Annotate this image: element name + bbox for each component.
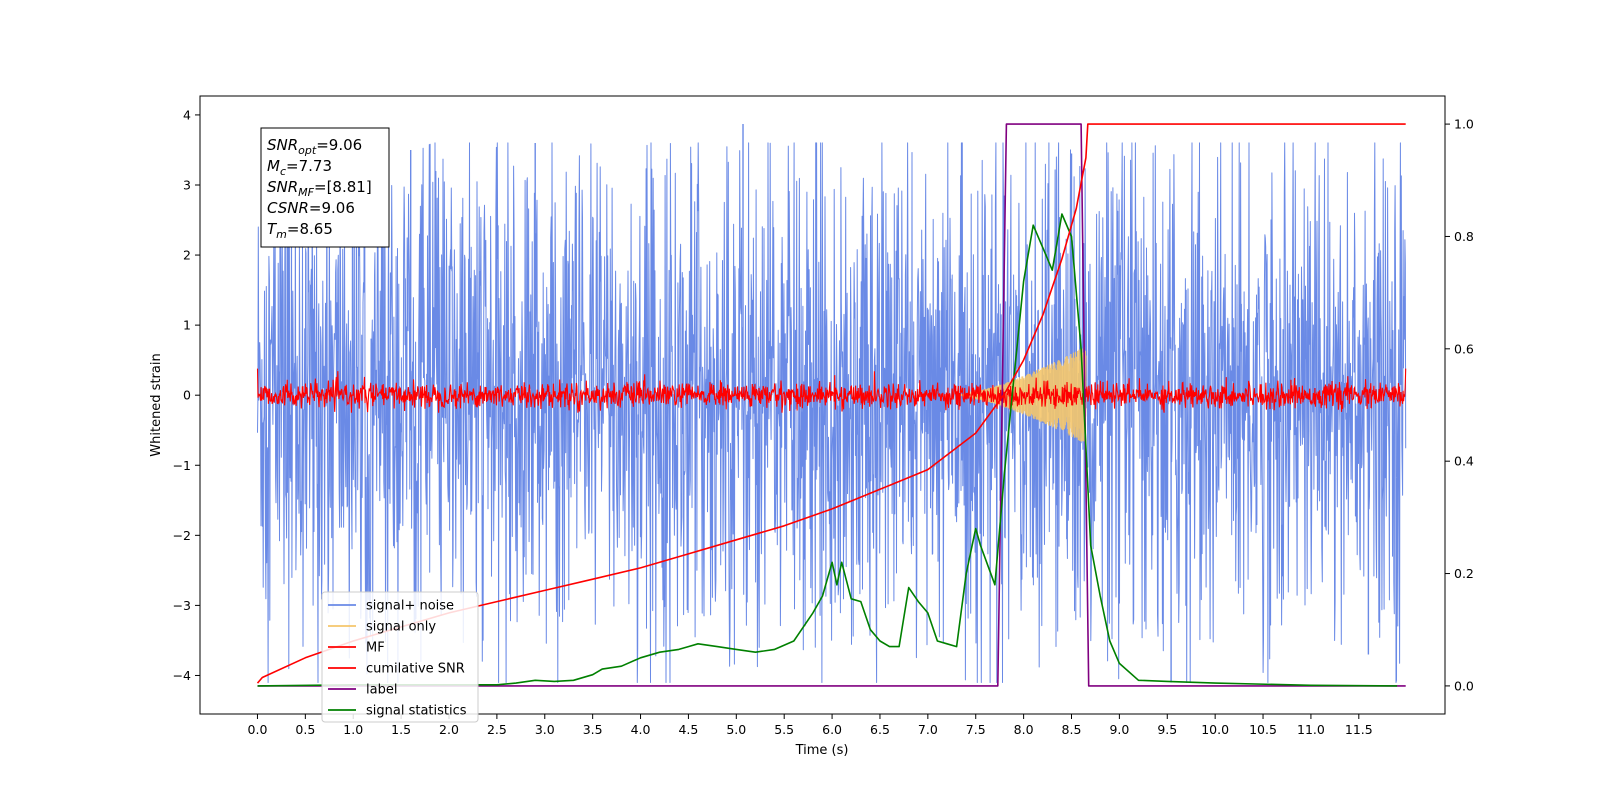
y-tick-label: −3 <box>173 598 191 613</box>
x-tick-label: 6.5 <box>870 722 890 737</box>
legend-label: signal statistics <box>366 704 467 719</box>
x-tick-label: 8.0 <box>1014 722 1034 737</box>
y-tick-label: 0 <box>183 388 191 403</box>
legend-box <box>321 591 479 723</box>
plot-frame <box>199 95 1446 715</box>
y-tick-label: −4 <box>173 668 191 683</box>
annotation-snr-mf: SNRMF=[8.81] <box>267 178 372 199</box>
x-tick-label: 5.0 <box>726 722 746 737</box>
x-tick-label: 8.5 <box>1062 722 1082 737</box>
x-tick-label: 10.5 <box>1249 722 1277 737</box>
y-tick-label: 1 <box>183 318 191 333</box>
x-tick-label: 1.5 <box>391 722 411 737</box>
y-right-tick-label: 0.0 <box>1454 678 1474 693</box>
series-label-line <box>257 123 1406 687</box>
annotation-tm: Tm=8.65 <box>267 220 333 241</box>
y-right-tick-label: 0.4 <box>1454 454 1474 469</box>
series-signal-statistics-line <box>257 213 1398 687</box>
x-tick-label: 4.5 <box>678 722 698 737</box>
legend-label: MF <box>366 641 385 656</box>
legend-label: signal+ noise <box>366 599 454 614</box>
y-right-tick-label: 0.8 <box>1454 229 1474 244</box>
y-axis-left-ticks: 4 3 2 1 0 −1 −2 −3 −4 <box>173 107 200 683</box>
annotation-snr-opt: SNRopt=9.06 <box>267 136 362 157</box>
x-tick-label: 3.5 <box>583 722 603 737</box>
x-axis-ticks: 0.0 0.5 1.0 1.5 2.0 2.5 3.0 3.5 4.0 4.5 5.0 5.5 6.0 6… <box>248 714 1373 737</box>
x-tick-label: 3.0 <box>535 722 555 737</box>
x-tick-label: 1.0 <box>343 722 363 737</box>
x-tick-label: 5.5 <box>774 722 794 737</box>
x-tick-label: 2.5 <box>487 722 507 737</box>
x-tick-label: 6.0 <box>822 722 842 737</box>
y-tick-label: −2 <box>173 528 191 543</box>
annotation-csnr: CSNR=9.06 <box>267 199 355 217</box>
series-mf-group <box>256 368 1407 413</box>
x-tick-label: 9.0 <box>1109 722 1129 737</box>
x-tick-label: 7.0 <box>918 722 938 737</box>
legend-label: label <box>366 683 397 698</box>
y-axis-label: Whitened strain <box>149 353 164 456</box>
x-tick-label: 0.5 <box>295 722 315 737</box>
x-axis-label: Time (s) <box>795 743 849 758</box>
y-right-tick-label: 0.6 <box>1454 341 1474 356</box>
x-tick-label: 9.5 <box>1157 722 1177 737</box>
legend-label: cumilative SNR <box>366 662 465 677</box>
y-right-tick-label: 0.2 <box>1454 566 1474 581</box>
x-tick-label: 11.0 <box>1297 722 1325 737</box>
y-tick-label: 4 <box>183 107 191 122</box>
x-tick-label: 7.5 <box>966 722 986 737</box>
y-tick-label: 2 <box>183 248 191 263</box>
annotation-mc: Mc=7.73 <box>267 157 332 178</box>
y-right-tick-label: 1.0 <box>1454 117 1474 132</box>
y-axis-right-ticks: 1.0 0.8 0.6 0.4 0.2 0.0 <box>1445 117 1474 693</box>
x-tick-label: 11.5 <box>1345 722 1373 737</box>
y-tick-label: 3 <box>183 177 191 192</box>
series-signal-noise-line <box>257 142 1407 683</box>
legend-label: signal only <box>366 620 436 635</box>
x-tick-label: 2.0 <box>439 722 459 737</box>
legend: signal+ noise signal only MF cumilative SNR… <box>321 591 479 723</box>
series-mf-line <box>256 368 1407 413</box>
series-signal-noise-group <box>257 124 1407 683</box>
x-tick-label: 10.0 <box>1201 722 1229 737</box>
annotation-box: SNRopt=9.06 Mc=7.73 SNRMF=[8.81] CSNR=9.… <box>260 127 390 248</box>
x-tick-label: 0.0 <box>248 722 268 737</box>
x-tick-label: 4.0 <box>631 722 651 737</box>
y-tick-label: −1 <box>173 458 191 473</box>
